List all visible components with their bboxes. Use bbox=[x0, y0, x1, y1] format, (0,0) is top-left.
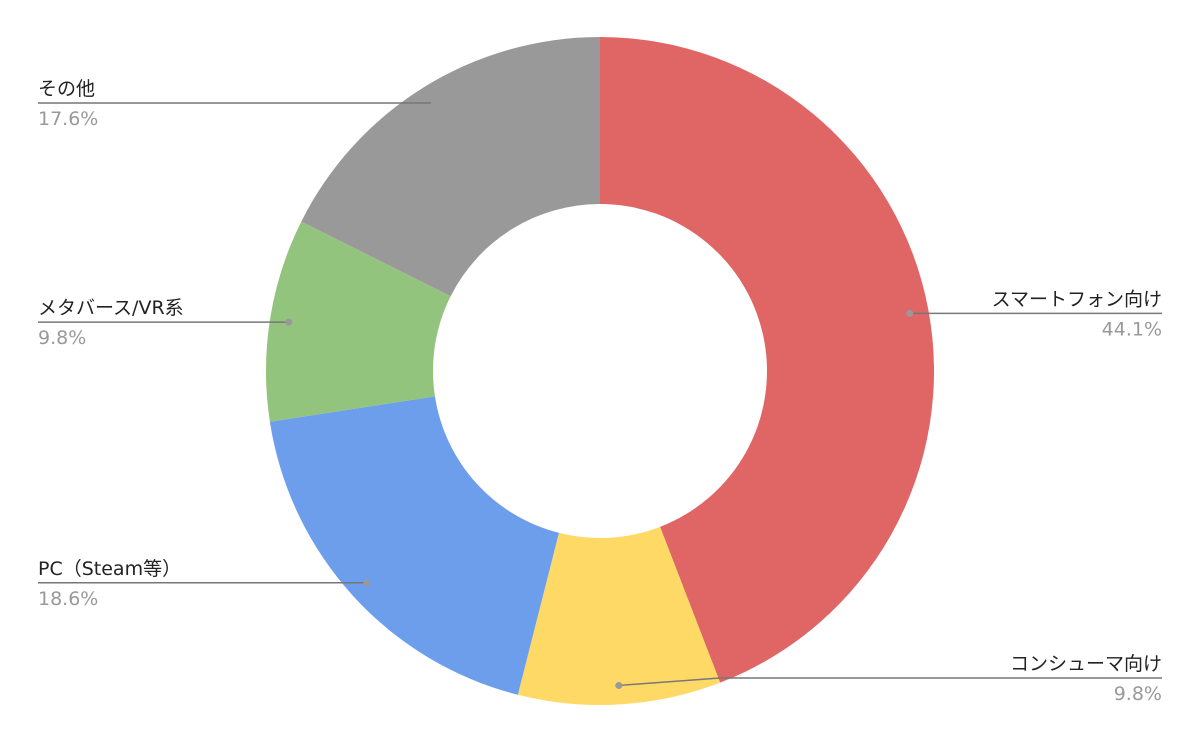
slice-value: 44.1% bbox=[1102, 318, 1162, 340]
slice-label: PC（Steam等） bbox=[38, 558, 181, 580]
slice-label: メタバース/VR系 bbox=[38, 297, 184, 319]
slice bbox=[266, 221, 451, 422]
slice-label: スマートフォン向け bbox=[992, 288, 1162, 310]
slice-value: 18.6% bbox=[38, 588, 98, 610]
slice bbox=[301, 37, 600, 297]
slice-label: コンシューマ向け bbox=[1010, 653, 1162, 675]
slice-value: 9.8% bbox=[1114, 683, 1162, 705]
slice bbox=[269, 396, 559, 695]
leader-dot bbox=[430, 99, 438, 107]
slice bbox=[517, 526, 721, 706]
slice-value: 9.8% bbox=[38, 327, 86, 349]
slice-value: 17.6% bbox=[38, 108, 98, 130]
slice bbox=[600, 37, 935, 683]
leader-dot bbox=[615, 681, 623, 689]
slice-label: その他 bbox=[38, 78, 95, 100]
leader-dot bbox=[285, 318, 293, 326]
leader-line bbox=[618, 677, 1162, 687]
leader-dot bbox=[363, 579, 371, 587]
leader-dot bbox=[906, 309, 914, 317]
